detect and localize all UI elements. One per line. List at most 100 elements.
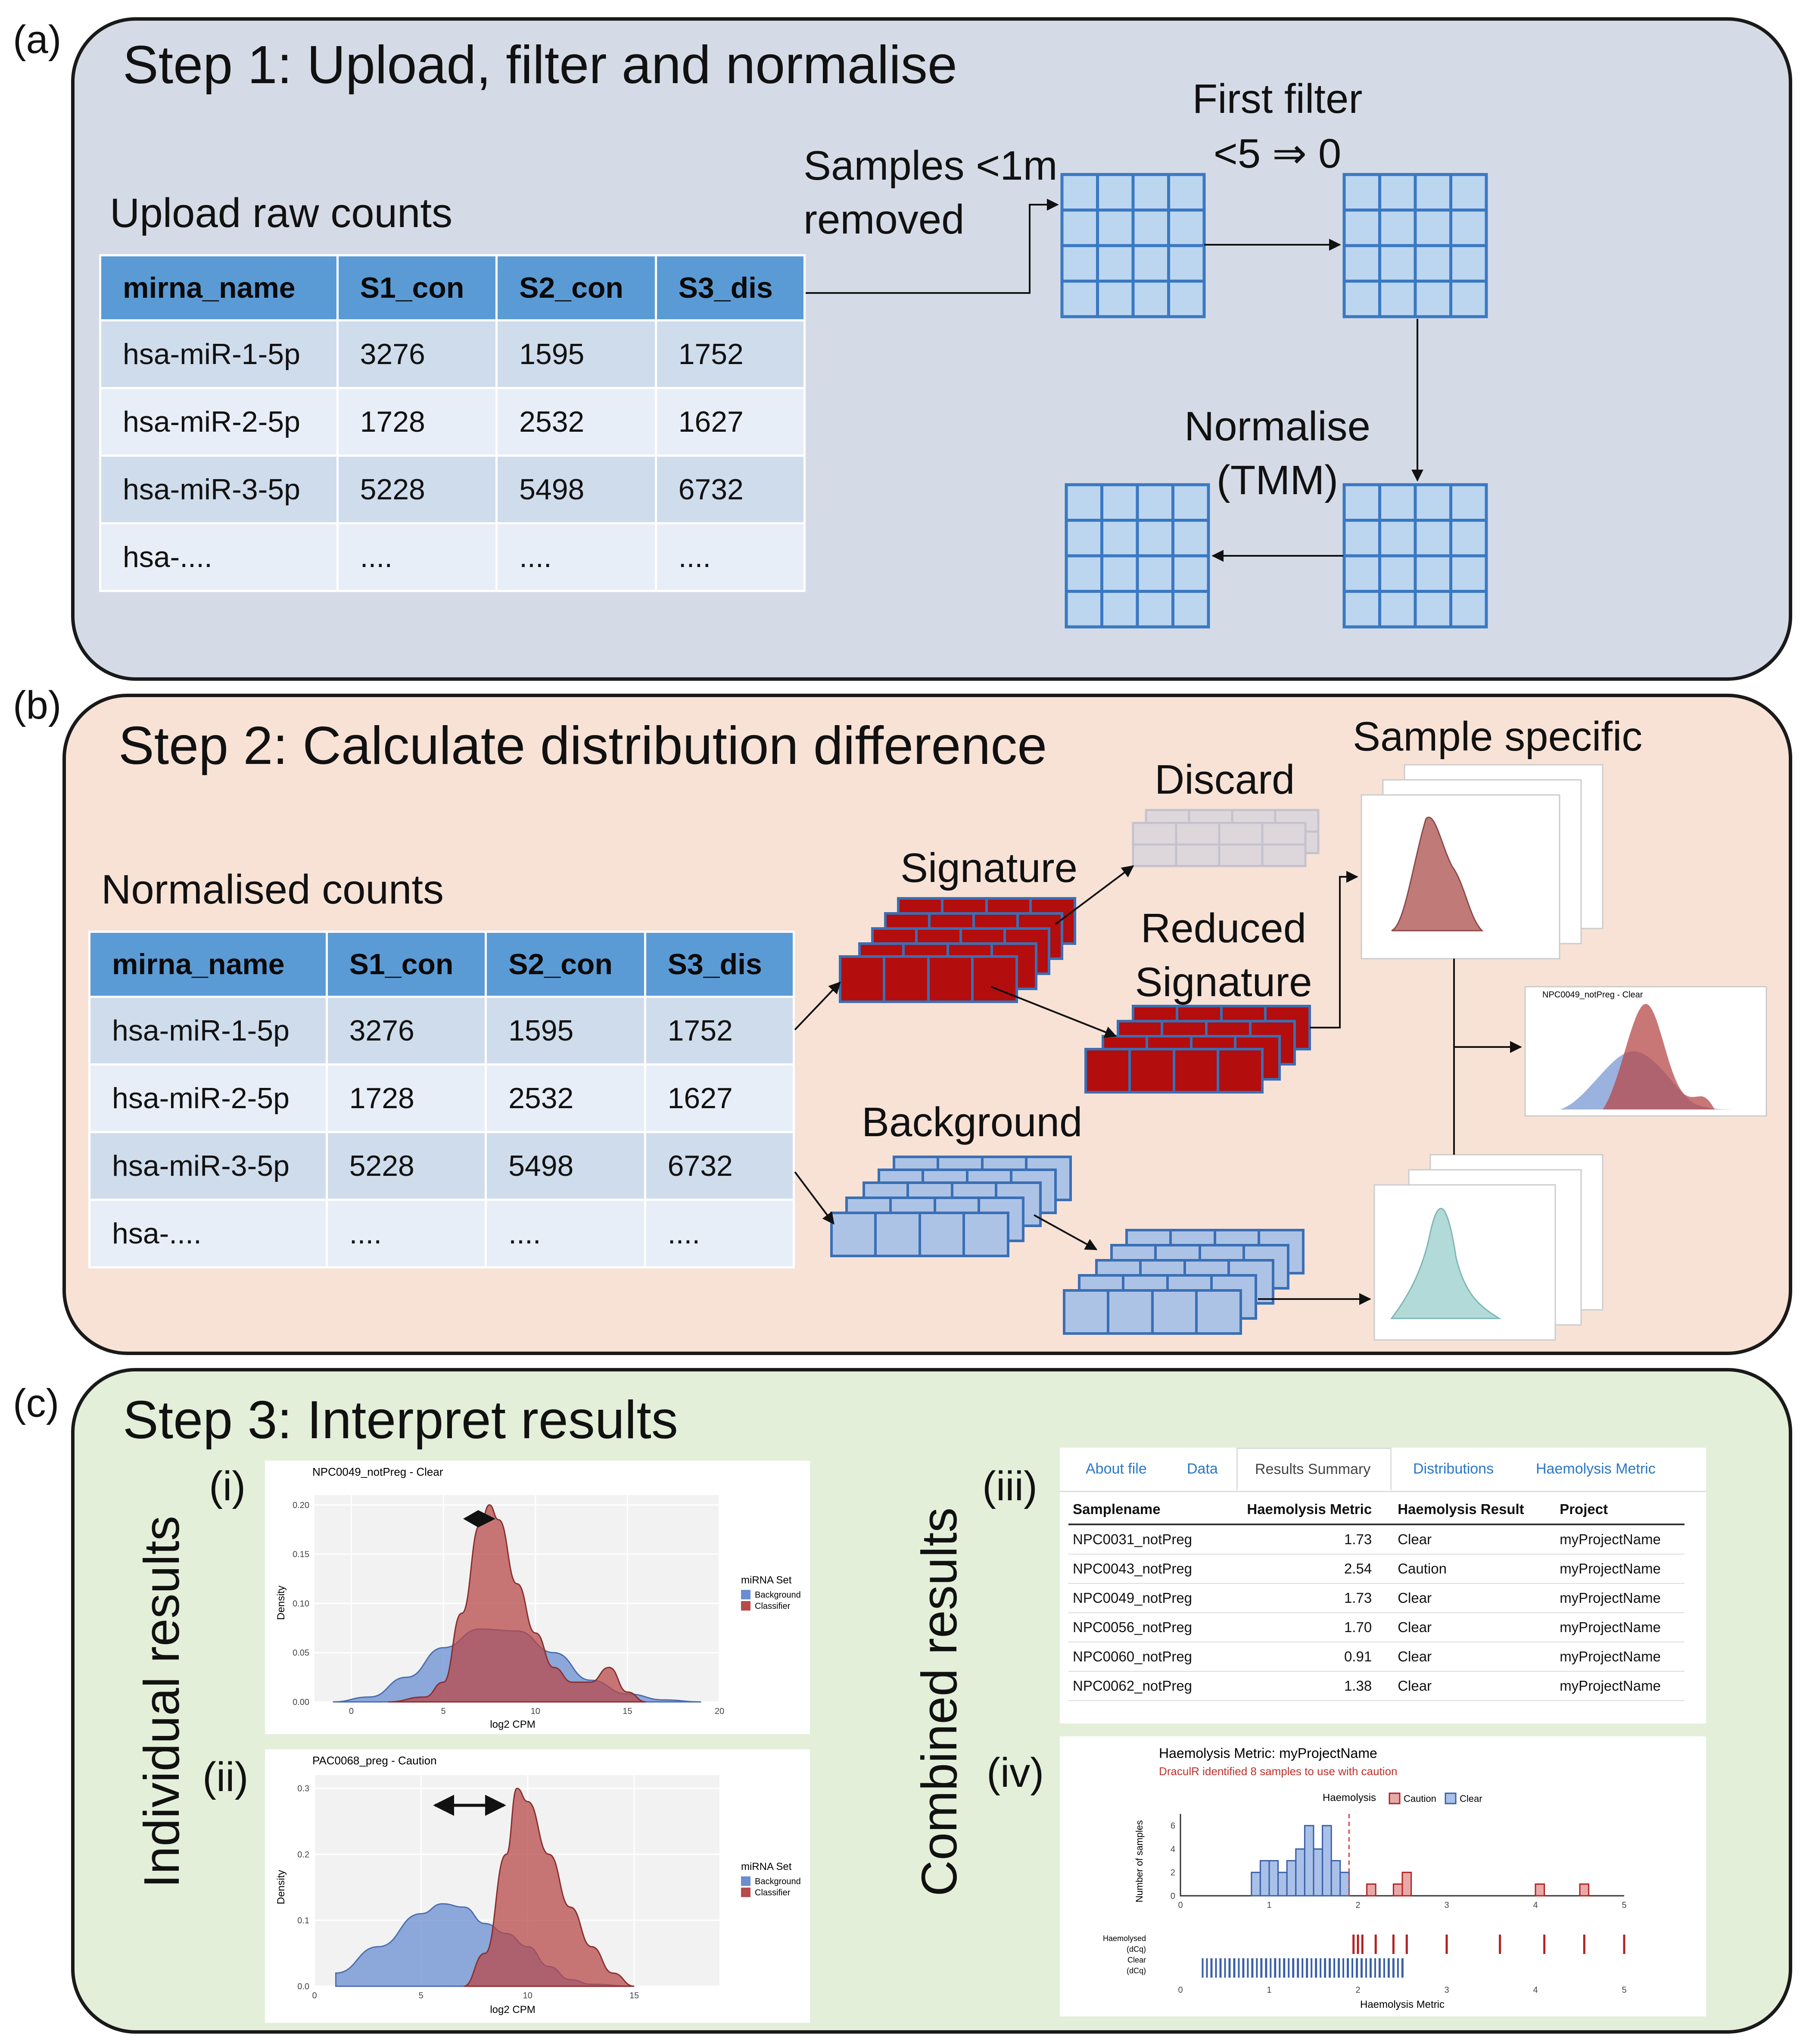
panel-b-letter: (b) bbox=[13, 683, 62, 727]
table-row: hsa-miR-1-5p 3276 1595 1752 bbox=[88, 996, 795, 1066]
arrow-table-to-raw bbox=[806, 199, 1059, 294]
table-cell: 5498 bbox=[485, 1131, 646, 1201]
rug-x-tick-label: 1 bbox=[1267, 1985, 1271, 1995]
results-cell: NPC0062_notPreg bbox=[1073, 1678, 1193, 1694]
table-cell: 2532 bbox=[485, 1063, 646, 1133]
plot-i-legend-bg: Background bbox=[755, 1590, 801, 1600]
matrix-grid-normalised bbox=[1065, 483, 1210, 629]
table-cell: 2532 bbox=[495, 387, 657, 457]
plot-ii-legend-title: miRNA Set bbox=[741, 1861, 792, 1873]
histogram-bar bbox=[1579, 1883, 1590, 1897]
results-row[interactable]: NPC0060_notPreg 0.91 Clear myProjectName bbox=[1068, 1642, 1685, 1671]
histogram-bar bbox=[1339, 1872, 1350, 1897]
results-cell: Clear bbox=[1398, 1531, 1432, 1547]
table-cell: hsa-miR-1-5p bbox=[88, 996, 328, 1066]
table-row: hsa-miR-2-5p 1728 2532 1627 bbox=[88, 1063, 795, 1133]
col-haemolysis-result[interactable]: Haemolysis Result bbox=[1398, 1501, 1524, 1517]
y-tick-label: 0.3 bbox=[297, 1784, 309, 1794]
roman-iv: (iv) bbox=[987, 1750, 1044, 1796]
histogram-title: Haemolysis Metric: myProjectName bbox=[1159, 1745, 1377, 1761]
tab-haemolysis-metric[interactable]: Haemolysis Metric bbox=[1536, 1461, 1656, 1477]
panel-a-letter: (a) bbox=[13, 18, 62, 62]
table-cell: 3276 bbox=[325, 996, 487, 1066]
reduced-signature-stack bbox=[1084, 1005, 1311, 1094]
table-cell: hsa-miR-2-5p bbox=[88, 1063, 328, 1133]
thumb-background-density bbox=[1390, 1208, 1502, 1319]
combined-plot-thumbnail bbox=[1524, 986, 1767, 1117]
plot-ii-ylabel: Density bbox=[275, 1870, 287, 1904]
table-cell: .... bbox=[485, 1199, 646, 1268]
arrow-signature-to-reduced bbox=[990, 986, 1117, 1038]
results-cell: 2.54 bbox=[1344, 1561, 1372, 1577]
roman-iii: (iii) bbox=[982, 1463, 1037, 1509]
tab-about-file[interactable]: About file bbox=[1086, 1461, 1147, 1477]
col-samplename[interactable]: Samplename bbox=[1073, 1501, 1161, 1517]
results-cell: NPC0060_notPreg bbox=[1073, 1648, 1193, 1664]
table-cell: .... bbox=[325, 1199, 487, 1268]
tab-results-summary[interactable]: Results Summary bbox=[1236, 1448, 1392, 1491]
results-row[interactable]: NPC0031_notPreg 1.73 Clear myProjectName bbox=[1068, 1524, 1685, 1554]
results-row[interactable]: NPC0056_notPreg 1.70 Clear myProjectName bbox=[1068, 1613, 1685, 1642]
table-cell: 1728 bbox=[325, 1063, 487, 1133]
col-haemolysis-metric[interactable]: Haemolysis Metric bbox=[1247, 1501, 1372, 1517]
legend-caution-label: Caution bbox=[1404, 1793, 1436, 1804]
rug-x-tick-label: 5 bbox=[1622, 1985, 1626, 1995]
y-tick-label: 4 bbox=[1171, 1845, 1175, 1854]
tab-data[interactable]: Data bbox=[1187, 1461, 1218, 1477]
tab-distributions[interactable]: Distributions bbox=[1413, 1461, 1494, 1477]
histogram-bar bbox=[1251, 1872, 1261, 1897]
signature-stack bbox=[839, 897, 1076, 1003]
normalise-label-1: Normalise bbox=[1184, 403, 1371, 449]
normalise-label-2: (TMM) bbox=[1216, 457, 1339, 503]
x-tick-label: 0 bbox=[1178, 1901, 1183, 1910]
table-cell: 1627 bbox=[654, 387, 806, 457]
results-cell: Clear bbox=[1398, 1648, 1432, 1664]
arrow-table-to-background bbox=[794, 1171, 834, 1225]
plot-i-title: NPC0049_notPreg - Clear bbox=[312, 1465, 443, 1478]
x-tick-label: 20 bbox=[715, 1707, 724, 1716]
table-cell: hsa-.... bbox=[99, 522, 339, 592]
histogram-ticks: 0 1 2 3 4 5 0 2 4 6 bbox=[1171, 1821, 1627, 1910]
histogram-ylabel: Number of samples bbox=[1134, 1820, 1145, 1903]
results-cell: Caution bbox=[1398, 1561, 1447, 1577]
header-cell: S1_con bbox=[336, 254, 498, 321]
table-header-row: mirna_name S1_con S2_con S3_dis bbox=[99, 254, 806, 321]
results-row[interactable]: NPC0043_notPreg 2.54 Caution myProjectNa… bbox=[1068, 1554, 1685, 1583]
col-project[interactable]: Project bbox=[1560, 1501, 1608, 1517]
x-tick-label: 1 bbox=[1267, 1901, 1271, 1910]
tab-bar: About file Data Results Summary Distribu… bbox=[1060, 1448, 1706, 1492]
table-cell: .... bbox=[654, 522, 806, 592]
signature-plot-thumbnails bbox=[1361, 764, 1604, 960]
plot-ii-legend-bg-swatch bbox=[741, 1876, 750, 1886]
normalised-counts-table: mirna_name S1_con S2_con S3_dis hsa-miR-… bbox=[88, 931, 795, 1268]
background-plot-thumbnails bbox=[1373, 1154, 1604, 1341]
panel-b-title: Step 2: Calculate distribution differenc… bbox=[118, 716, 1047, 776]
arrow-reduced-to-sig-plot bbox=[1310, 871, 1358, 1028]
results-summary-table: Samplename Haemolysis Metric Haemolysis … bbox=[1068, 1495, 1685, 1701]
rug-clear-ticks bbox=[1202, 1958, 1404, 1978]
sample-specific-label: Sample specific bbox=[1353, 714, 1643, 760]
plot-i-diamond-marker bbox=[463, 1510, 495, 1527]
results-row[interactable]: NPC0062_notPreg 1.38 Clear myProjectName bbox=[1068, 1671, 1685, 1701]
roman-i: (i) bbox=[209, 1463, 246, 1509]
results-cell: NPC0049_notPreg bbox=[1073, 1590, 1193, 1606]
histogram-xlabel: Haemolysis Metric bbox=[1360, 1999, 1445, 2010]
panel-c-letter: (c) bbox=[13, 1381, 59, 1425]
plot-i-classifier-density bbox=[388, 1504, 646, 1703]
plot-i-legend-title: miRNA Set bbox=[741, 1574, 792, 1586]
histogram-bar bbox=[1392, 1883, 1403, 1897]
histogram-bar bbox=[1277, 1872, 1288, 1897]
results-row[interactable]: NPC0049_notPreg 1.73 Clear myProjectName bbox=[1068, 1583, 1685, 1613]
rug-x-tick-label: 3 bbox=[1444, 1985, 1449, 1995]
x-tick-label: 3 bbox=[1444, 1901, 1449, 1910]
table-cell: 6732 bbox=[644, 1131, 795, 1201]
table-cell: hsa-miR-1-5p bbox=[99, 319, 339, 389]
plot-ii-classifier-density bbox=[464, 1788, 635, 1987]
header-cell: mirna_name bbox=[99, 254, 339, 321]
histogram-bar bbox=[1401, 1872, 1412, 1897]
y-tick-label: 0.1 bbox=[297, 1916, 309, 1926]
plot-ii-legend-bg: Background bbox=[755, 1877, 801, 1886]
arrow-table-to-signature bbox=[794, 981, 841, 1031]
table-row: hsa-miR-3-5p 5228 5498 6732 bbox=[99, 455, 806, 524]
header-cell: mirna_name bbox=[88, 931, 328, 998]
